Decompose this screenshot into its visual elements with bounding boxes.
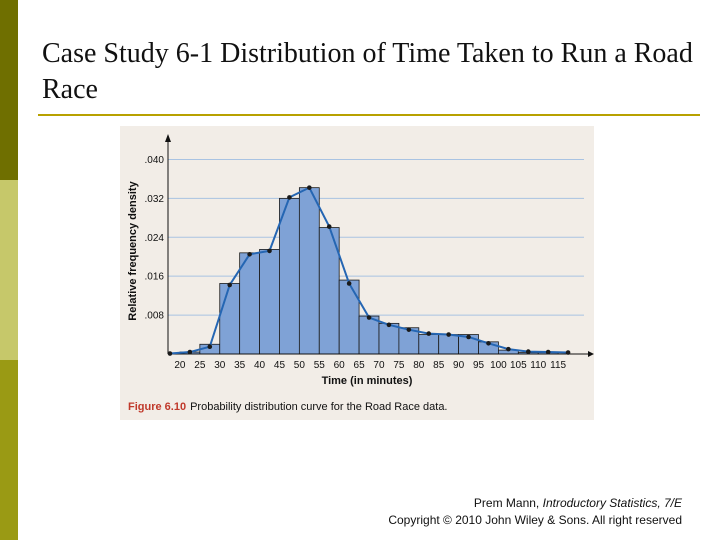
y-axis-label: Relative frequency density [127, 180, 139, 320]
x-tick-label: 95 [473, 360, 485, 371]
curve-point [386, 322, 392, 328]
curve-point [466, 334, 471, 340]
curve-point [227, 282, 233, 288]
x-tick-label: 50 [294, 360, 306, 371]
curve-point [287, 195, 292, 200]
curve-point [167, 351, 173, 356]
curve-point [187, 349, 193, 355]
y-tick-label: .040 [145, 155, 165, 166]
x-tick-label: 105 [510, 360, 527, 371]
x-axis-arrow [588, 351, 594, 357]
curve-point [307, 185, 312, 190]
histogram-bar [418, 334, 440, 355]
curve-point [525, 349, 531, 354]
slide-credit: Prem Mann, Introductory Statistics, 7/E … [388, 495, 682, 529]
curve-point [565, 350, 571, 355]
title-underline [38, 114, 700, 116]
slide-title: Case Study 6-1 Distribution of Time Take… [42, 38, 693, 105]
y-tick-label: .032 [145, 194, 165, 205]
curve-point [506, 346, 511, 352]
figure-caption: Figure 6.10 Probability distribution curv… [128, 401, 448, 413]
histogram-bar [378, 322, 400, 355]
x-tick-label: 20 [174, 360, 186, 371]
curve-point [366, 315, 372, 320]
curve-point [267, 248, 272, 254]
histogram-bar [219, 283, 241, 355]
x-tick-label: 80 [413, 360, 425, 371]
histogram-bar [259, 249, 280, 355]
x-tick-label: 55 [314, 360, 326, 371]
credit-line-1: Prem Mann, Introductory Statistics, 7/E [388, 495, 682, 512]
curve-point [406, 327, 412, 332]
y-axis-arrow [165, 134, 171, 142]
curve-point [207, 344, 213, 350]
credit-copyright: Copyright © 2010 John Wiley & Sons. All … [388, 513, 682, 527]
y-tick-label: .016 [145, 272, 165, 283]
side-accent-bar-middle [0, 180, 18, 360]
x-tick-label: 40 [254, 360, 266, 371]
histogram-bar [298, 187, 320, 355]
curve-point [346, 281, 352, 286]
x-tick-label: 45 [274, 360, 286, 371]
figure-number: Figure 6.10 [128, 401, 187, 413]
x-tick-label: 90 [453, 360, 465, 371]
curve-point [326, 224, 332, 229]
x-tick-label: 100 [490, 360, 507, 371]
credit-book: Introductory Statistics, 7/E [542, 496, 682, 510]
side-accent-bar-bottom [0, 360, 18, 540]
curve-point [247, 251, 252, 257]
figure-caption-text: Probability distribution curve for the R… [190, 401, 448, 413]
histogram-chart: .008 .016 .024 .032 .040 20 25 30 35 40 45 50 55 60 65… [127, 134, 594, 387]
x-tick-label: 25 [194, 360, 206, 371]
curve-point [486, 341, 491, 346]
x-tick-label: 110 [530, 360, 546, 371]
curve-point [545, 349, 551, 355]
side-accent-bar-top [0, 0, 18, 180]
y-tick-label: .008 [145, 311, 165, 322]
y-tick-label: .024 [145, 233, 165, 244]
histogram-bar [338, 279, 360, 355]
x-tick-label: 75 [393, 360, 405, 371]
histogram-bar [358, 315, 380, 355]
x-tick-label: 60 [334, 360, 346, 371]
x-tick-label: 30 [214, 360, 226, 371]
histogram-bar [279, 197, 300, 355]
histogram-bar [438, 334, 460, 355]
figure-panel: .008 .016 .024 .032 .040 20 25 30 35 40 45 50 55 60 65… [120, 126, 594, 420]
x-tick-label: 65 [354, 360, 366, 371]
x-tick-label: 35 [234, 360, 246, 371]
x-tick-label: 85 [433, 360, 445, 371]
curve-point [426, 331, 432, 336]
credit-author: Prem Mann, [473, 496, 540, 510]
x-axis-label: Time (in minutes) [322, 375, 413, 387]
x-tick-label: 70 [373, 360, 385, 371]
x-tick-label: 115 [550, 360, 566, 371]
curve-point [446, 332, 451, 337]
histogram-bar [239, 252, 260, 355]
